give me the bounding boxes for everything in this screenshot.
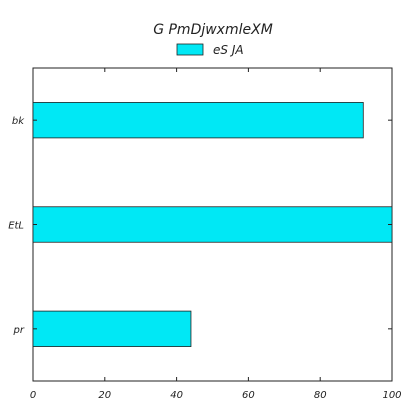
x-tick-label-20: 20 [98, 390, 111, 401]
x-tick-label-80: 80 [314, 390, 327, 401]
x-tick-label-40: 40 [170, 390, 183, 401]
y-axis: bk EtL pr [8, 116, 392, 336]
x-tick-label-60: 60 [242, 390, 255, 401]
legend: eS JA [176, 43, 244, 57]
bar-EtL [32, 206, 393, 243]
y-tick-label-pr: pr [13, 325, 25, 336]
bars [32, 102, 393, 347]
x-tick-label-0: 0 [30, 390, 36, 401]
y-tick-label-bk: bk [12, 116, 25, 127]
x-axis: 0 20 40 60 80 100 [30, 68, 402, 401]
y-tick-label-EtL: EtL [8, 221, 24, 232]
x-tick-label-100: 100 [382, 390, 401, 401]
bar-bk [32, 102, 364, 139]
legend-label: eS JA [213, 43, 244, 57]
legend-swatch [176, 43, 204, 56]
chart-title: G PmDjwxmleXM [153, 22, 273, 38]
bar-pr [32, 310, 192, 347]
